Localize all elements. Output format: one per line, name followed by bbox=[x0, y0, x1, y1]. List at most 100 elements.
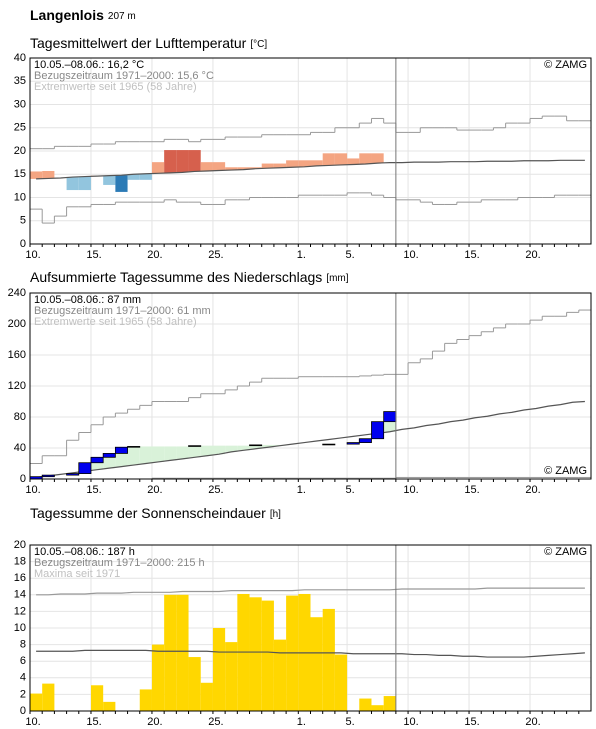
y-tick-label: 30 bbox=[14, 98, 26, 110]
y-tick-label: 6 bbox=[20, 655, 26, 667]
y-tick-label: 20 bbox=[14, 539, 26, 551]
x-tick-label: 20. bbox=[147, 716, 162, 728]
x-tick-label: 15. bbox=[86, 484, 101, 496]
deviation-bar bbox=[249, 167, 262, 169]
deviation-bar bbox=[164, 150, 177, 173]
bar bbox=[249, 597, 262, 711]
y-tick-label: 25 bbox=[14, 122, 26, 134]
daily-increment bbox=[41, 474, 55, 478]
x-tick-label: 15. bbox=[464, 249, 479, 261]
x-tick-label: 15. bbox=[86, 716, 101, 728]
deviation-bar bbox=[286, 160, 299, 168]
x-tick-label: 20. bbox=[525, 249, 540, 261]
deviation-bar bbox=[298, 160, 311, 167]
annotation: 10.05.–08.06.: 16,2 °C bbox=[34, 59, 144, 71]
deviation-bar bbox=[273, 163, 287, 168]
daily-increment bbox=[114, 446, 128, 454]
x-tick-label: 20. bbox=[147, 484, 162, 496]
y-tick-label: 0 bbox=[20, 705, 26, 717]
deviation-bar bbox=[139, 173, 152, 180]
x-tick-label: 25. bbox=[208, 716, 223, 728]
bar bbox=[188, 657, 201, 711]
bar bbox=[30, 693, 43, 711]
annotation: 10.05.–08.06.: 187 h bbox=[34, 546, 135, 558]
y-tick-label: 18 bbox=[14, 556, 26, 568]
daily-increment bbox=[78, 462, 92, 474]
x-tick-label: 1. bbox=[297, 716, 306, 728]
deviation-bar bbox=[310, 160, 323, 166]
deviation-bar bbox=[176, 150, 189, 173]
y-tick-label: 20 bbox=[14, 145, 26, 157]
y-tick-label: 40 bbox=[14, 442, 26, 454]
y-tick-label: 35 bbox=[14, 75, 26, 87]
daily-increment bbox=[188, 445, 202, 447]
header: Langenlois 207 m bbox=[30, 7, 136, 23]
daily-increment bbox=[358, 438, 372, 443]
y-tick-label: 12 bbox=[14, 605, 26, 617]
x-tick-label: 15. bbox=[464, 716, 479, 728]
annotation: Extremwerte seit 1965 (58 Jahre) bbox=[34, 81, 197, 93]
annotation: Bezugszeitraum 1971–2000: 15,6 °C bbox=[34, 70, 214, 82]
y-tick-label: 120 bbox=[8, 380, 26, 392]
bar bbox=[139, 689, 152, 711]
deviation-bar bbox=[127, 174, 140, 180]
unit: [h] bbox=[270, 509, 281, 520]
deviation-bar bbox=[237, 167, 250, 170]
y-tick-label: 2 bbox=[20, 688, 26, 700]
x-tick-label: 5. bbox=[345, 249, 354, 261]
climate-line bbox=[36, 649, 585, 658]
excess-area bbox=[200, 445, 213, 456]
excess-area bbox=[176, 446, 189, 459]
bar bbox=[200, 682, 213, 711]
plot-layer bbox=[30, 115, 591, 224]
deviation-bar bbox=[103, 175, 116, 185]
daily-increment bbox=[383, 411, 397, 423]
excess-area bbox=[164, 446, 177, 461]
bar bbox=[42, 683, 55, 711]
x-tick-label: 15. bbox=[464, 484, 479, 496]
x-tick-label: 5. bbox=[345, 484, 354, 496]
bar bbox=[322, 608, 335, 711]
plot-border bbox=[29, 57, 592, 245]
deviation-bar bbox=[200, 162, 213, 171]
bar bbox=[103, 701, 116, 711]
plot-layer bbox=[30, 587, 585, 711]
title: Aufsummierte Tagessumme des Niederschlag… bbox=[30, 269, 322, 285]
deviation-bar bbox=[225, 167, 238, 171]
deviation-bar bbox=[261, 163, 274, 169]
x-tick-label: 20. bbox=[525, 484, 540, 496]
deviation-bar bbox=[78, 176, 91, 191]
y-tick-label: 0 bbox=[20, 473, 26, 485]
excess-area bbox=[151, 446, 165, 462]
annotation: 10.05.–08.06.: 87 mm bbox=[34, 294, 141, 306]
y-tick-label: 4 bbox=[20, 672, 26, 684]
unit: [mm] bbox=[326, 273, 348, 284]
excess-area bbox=[212, 445, 226, 455]
bar bbox=[383, 696, 396, 711]
unit: [°C] bbox=[250, 39, 267, 50]
title: Tagessumme der Sonnenscheindauer bbox=[30, 505, 266, 521]
excess-area bbox=[225, 445, 238, 452]
deviation-bar bbox=[42, 170, 55, 179]
y-tick-label: 15 bbox=[14, 168, 26, 180]
deviation-bar bbox=[359, 153, 372, 165]
x-tick-label: 15. bbox=[86, 249, 101, 261]
bar bbox=[273, 639, 287, 711]
annotation: Bezugszeitraum 1971–2000: 215 h bbox=[34, 557, 205, 569]
daily-increment bbox=[127, 446, 141, 448]
annotation: Maxima seit 1971 bbox=[34, 568, 120, 580]
x-tick-label: 20. bbox=[147, 249, 162, 261]
bar bbox=[310, 617, 323, 711]
y-tick-label: 40 bbox=[14, 52, 26, 64]
y-tick-label: 10 bbox=[14, 622, 26, 634]
excess-area bbox=[249, 444, 262, 449]
climate-line bbox=[36, 400, 585, 479]
station: Langenlois bbox=[30, 7, 104, 23]
daily-increment bbox=[249, 444, 263, 447]
x-tick-label: 10. bbox=[403, 484, 418, 496]
x-tick-label: 10. bbox=[25, 249, 40, 261]
deviation-bar bbox=[322, 153, 335, 166]
plot-border bbox=[29, 292, 592, 480]
daily-increment bbox=[371, 421, 385, 440]
deviation-bar bbox=[334, 153, 348, 165]
